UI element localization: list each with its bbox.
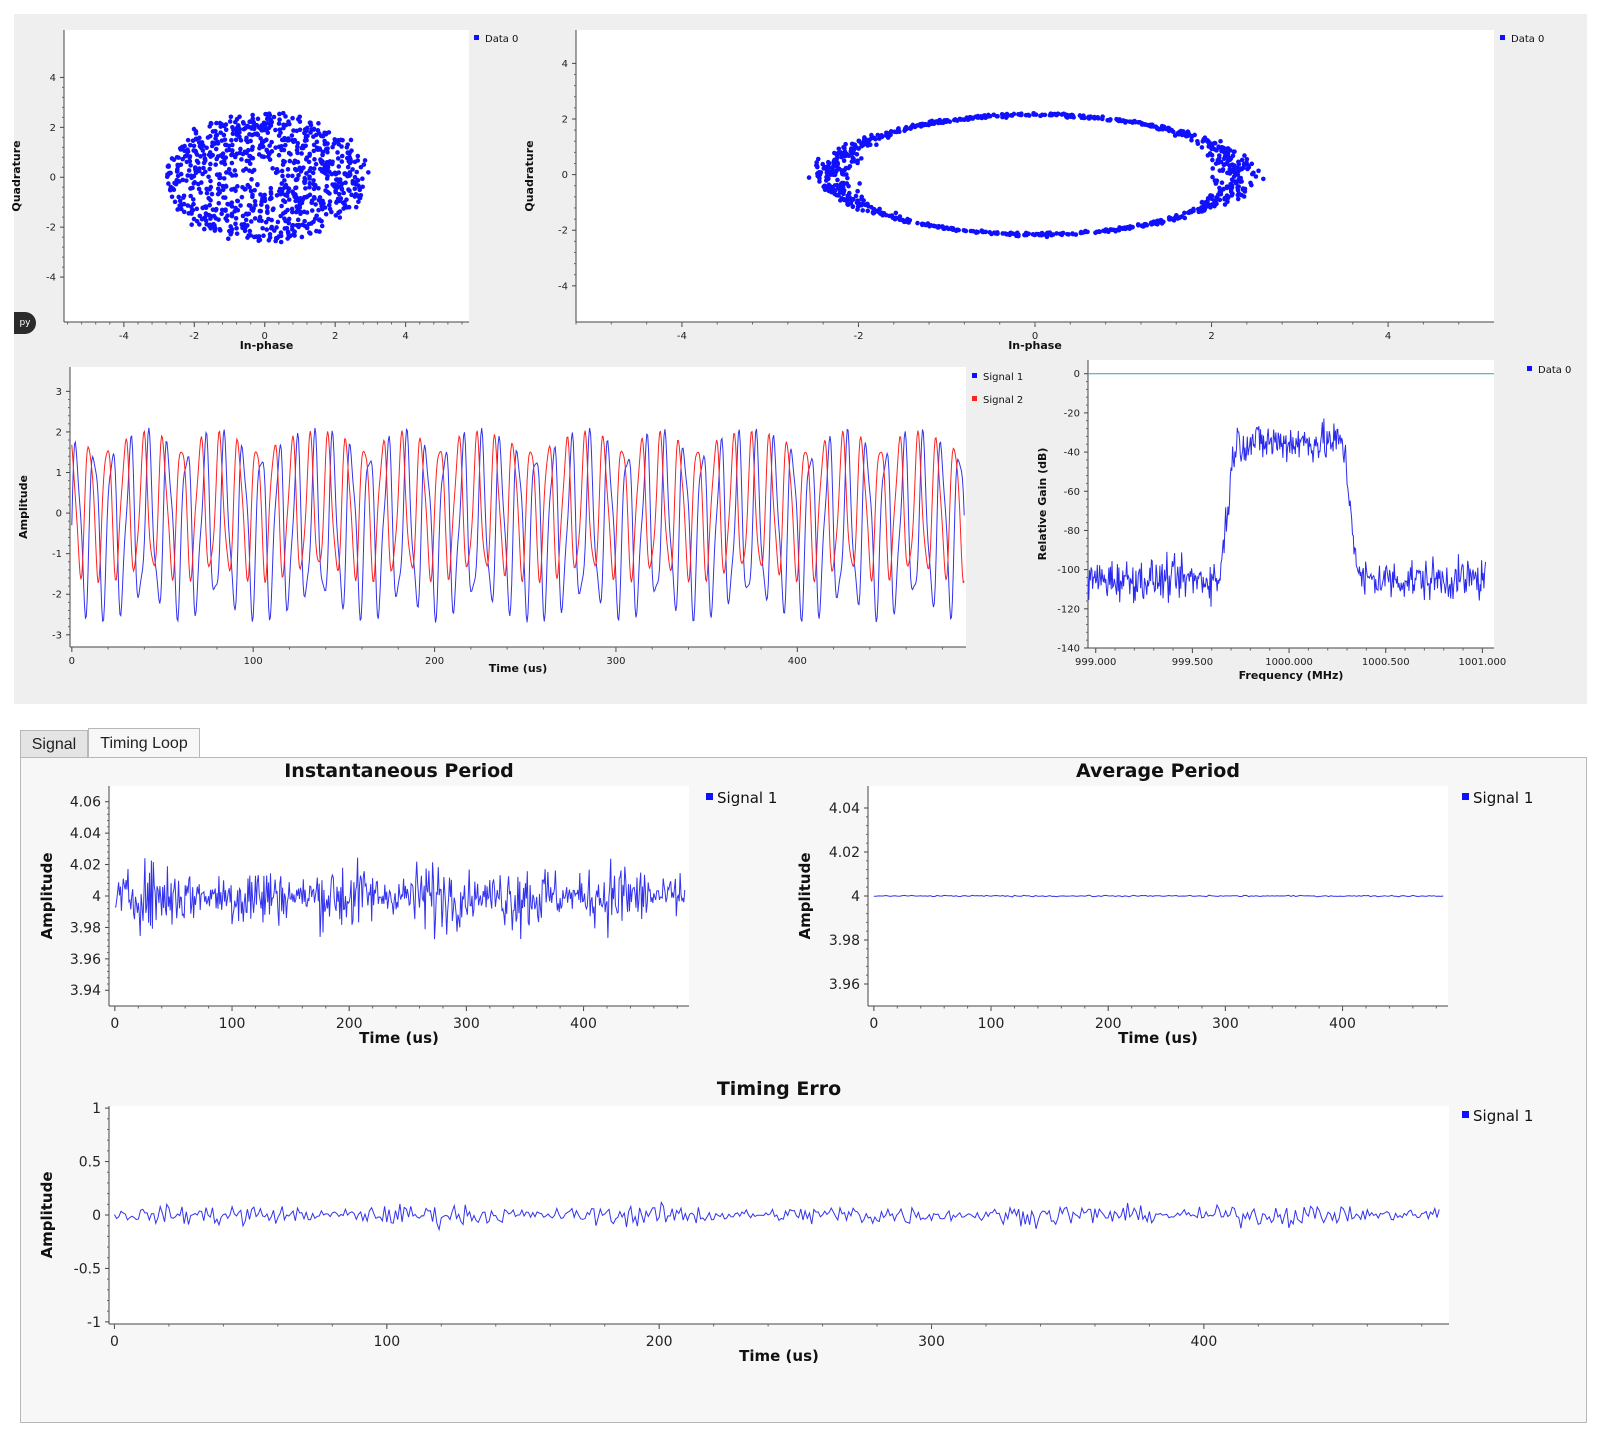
instantaneous-period-plot[interactable] (109, 786, 689, 1006)
timing-error-plot[interactable] (109, 1106, 1449, 1324)
constellation-plot-1[interactable] (64, 30, 469, 322)
spectrum-plot[interactable] (1088, 360, 1494, 648)
signal-time-plot[interactable] (70, 367, 966, 647)
average-period-plot[interactable] (868, 786, 1448, 1006)
tab-timing-loop[interactable]: Timing Loop (88, 728, 200, 758)
py-badge[interactable]: py (14, 312, 36, 334)
constellation-plot-2[interactable] (576, 30, 1494, 322)
tab-signal[interactable]: Signal (20, 730, 88, 758)
